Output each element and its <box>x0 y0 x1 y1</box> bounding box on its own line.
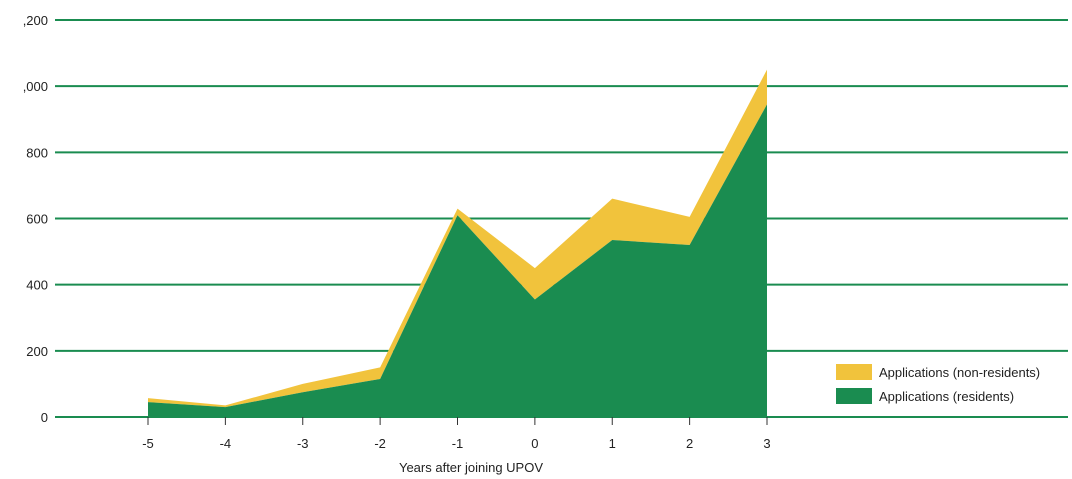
x-tick-label: -3 <box>297 436 309 451</box>
x-tick-label: -1 <box>452 436 464 451</box>
x-axis-title: Years after joining UPOV <box>399 460 543 475</box>
x-tick-label: -4 <box>220 436 232 451</box>
y-tick-label: ,000 <box>23 79 48 94</box>
x-tick-label: -2 <box>374 436 386 451</box>
x-tick-label: 1 <box>609 436 616 451</box>
area-residents <box>148 104 767 418</box>
y-tick-label: 400 <box>26 278 48 293</box>
area-series <box>148 69 767 418</box>
x-tick-label: 2 <box>686 436 693 451</box>
legend: Applications (non-residents) Applications… <box>836 364 1040 404</box>
x-tick-label: -5 <box>142 436 154 451</box>
x-axis-ticks: -5 -4 -3 -2 -1 0 1 2 3 <box>142 417 771 451</box>
area-non-residents <box>148 69 767 408</box>
legend-label: Applications (non-residents) <box>879 365 1040 380</box>
legend-swatch <box>836 388 872 404</box>
x-tick-label: 0 <box>531 436 538 451</box>
y-tick-label: 0 <box>41 410 48 425</box>
legend-swatch <box>836 364 872 380</box>
y-tick-label: ,200 <box>23 13 48 28</box>
legend-label: Applications (residents) <box>879 389 1014 404</box>
y-tick-label: 200 <box>26 344 48 359</box>
y-tick-label: 600 <box>26 212 48 227</box>
y-axis-ticks: 0 200 400 600 800 ,000 ,200 <box>23 13 48 425</box>
x-tick-label: 3 <box>763 436 770 451</box>
y-tick-label: 800 <box>26 145 48 160</box>
